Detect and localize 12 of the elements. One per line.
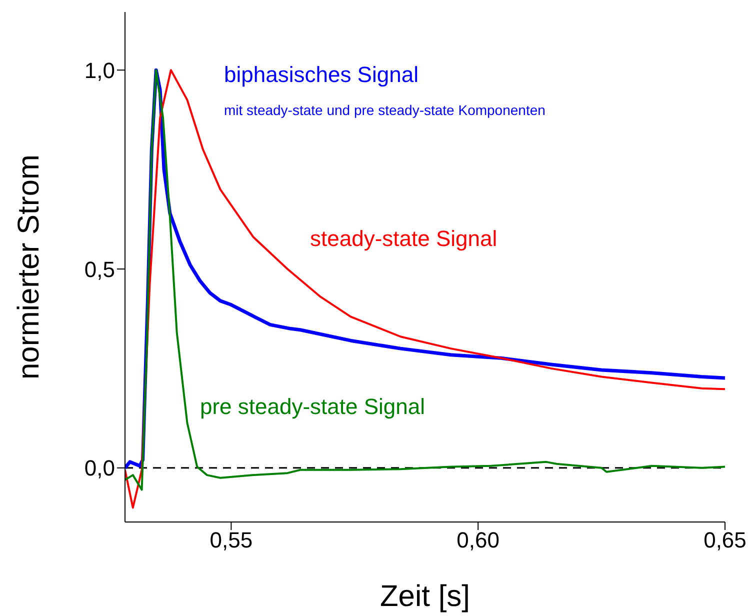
- x-tick-label: 0,55: [210, 528, 253, 553]
- x-tick-label: 0,65: [704, 528, 746, 553]
- y-tick-label: 0,0: [84, 456, 115, 481]
- y-axis-title: normierter Strom: [12, 154, 46, 380]
- series-label: pre steady-state Signal: [200, 394, 426, 420]
- annotation: mit steady-state und pre steady-state Komponenten: [224, 102, 546, 118]
- text: biphasisches Signal: [224, 62, 418, 88]
- x-axis-title: Zeit [s]: [380, 580, 470, 613]
- series-label: steady-state Signal: [310, 226, 498, 252]
- x-tick-label: 0,60: [456, 528, 500, 553]
- y-tick-label: 0,5: [84, 256, 115, 282]
- y-tick-label: 1,0: [84, 58, 115, 83]
